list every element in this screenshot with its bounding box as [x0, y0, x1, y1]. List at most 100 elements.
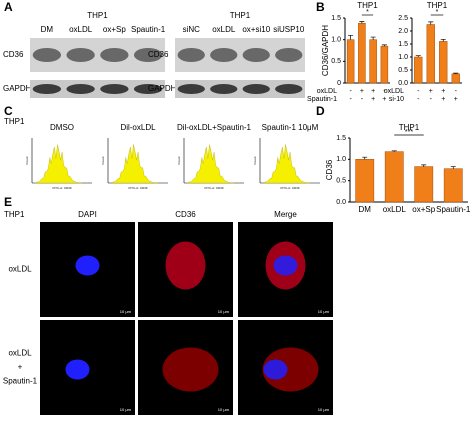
row-label: Spautin-1 [3, 377, 38, 386]
panel-label: B [316, 0, 325, 14]
error-bar [415, 55, 421, 57]
condition-label: Spautin-1 [307, 96, 337, 103]
flow-title: Dil-oxLDL [120, 123, 156, 132]
blot-band [275, 48, 303, 62]
condition-label: oxLDL [317, 88, 337, 95]
blot-band [133, 84, 163, 94]
column-header: Merge [274, 210, 297, 219]
row-label: oxLDL [8, 265, 32, 274]
bar [369, 39, 377, 84]
condition-sign: + [441, 88, 445, 95]
condition-sign: + [429, 88, 433, 95]
scale-label: 10 μm [318, 309, 330, 314]
error-bar [428, 21, 434, 25]
bar [384, 151, 404, 203]
blot-band [177, 84, 205, 94]
panel-label: A [4, 0, 13, 14]
lane-label: ox+si10 [242, 25, 270, 34]
condition-sign: - [417, 88, 420, 95]
error-bar [450, 166, 456, 169]
error-bar [348, 34, 354, 40]
y-tick-label: 1.5 [398, 41, 408, 48]
condition-sign: + [382, 96, 386, 103]
significance: *** [405, 129, 413, 136]
blot-band [242, 48, 270, 62]
flow-x-label: FITC-A: CD36 [204, 186, 223, 190]
scale-label: 10 μm [120, 407, 132, 412]
error-bar [370, 36, 376, 40]
condition-label: oxLDL [384, 88, 404, 95]
x-tick-label: Spautin-1 [436, 205, 471, 214]
blot-band [210, 48, 238, 62]
condition-sign: + [360, 88, 364, 95]
blot-row-label: CD36 [148, 50, 169, 59]
error-bar [381, 44, 387, 47]
chart-title: THP1 [399, 123, 420, 132]
cd36-stain [162, 347, 219, 392]
flow-histogram [35, 144, 83, 184]
panel-label: D [316, 104, 325, 118]
condition-sign: + [371, 88, 375, 95]
flow-y-label: Count [177, 156, 181, 164]
nucleus [65, 359, 90, 380]
blot-row-label: GAPDH [3, 84, 32, 93]
flow-x-label: FITC-A: CD36 [128, 186, 147, 190]
scale-label: 10 μm [120, 309, 132, 314]
error-bar [421, 164, 427, 167]
nucleus [75, 255, 100, 276]
row-label: oxLDL [8, 349, 32, 358]
lane-label: DM [41, 25, 54, 34]
panel-label: C [4, 104, 13, 118]
y-tick-label: 0.0 [398, 80, 408, 87]
bar [414, 56, 423, 84]
y-tick-label: 1.5 [331, 15, 341, 22]
y-tick-label: 0 [337, 80, 341, 87]
blot-title: THP1 [230, 11, 251, 20]
flow-title: Dil-oxLDL+Spautin-1 [177, 123, 252, 132]
flow-histogram [263, 144, 311, 184]
significance: * [366, 9, 369, 16]
blot-band [177, 48, 205, 62]
blot-title: THP1 [87, 11, 108, 20]
scale-label: 10 μm [218, 309, 230, 314]
condition-sign: - [430, 96, 433, 103]
lane-label: Spautin-1 [131, 25, 166, 34]
bar [443, 168, 463, 203]
blot-band [210, 84, 238, 94]
scale-label: 10 μm [318, 407, 330, 412]
row-label: + [18, 363, 23, 372]
y-tick-label: 1.0 [336, 156, 346, 163]
cell-label: THP1 [4, 210, 25, 219]
panel-label: E [4, 195, 12, 209]
y-tick-label: 1.0 [331, 37, 341, 44]
blot-band [100, 48, 129, 62]
y-tick-label: 0.5 [331, 58, 341, 65]
significance: * [436, 9, 439, 16]
y-tick-label: 0.0 [336, 199, 346, 206]
condition-sign: + [441, 96, 445, 103]
y-tick-label: 0.5 [336, 178, 346, 185]
blot-band [275, 84, 303, 94]
blot-row-label: GAPDH [148, 84, 177, 93]
flow-title: Spautin-1 10μM [262, 123, 319, 132]
bar [355, 159, 375, 203]
cd36-stain [262, 347, 319, 392]
condition-sign: - [383, 88, 386, 95]
nucleus [263, 359, 288, 380]
nucleus [273, 255, 298, 276]
condition-sign: - [349, 88, 352, 95]
blot-band [100, 84, 129, 94]
condition-sign: - [455, 88, 458, 95]
y-tick-label: 1.0 [398, 54, 408, 61]
lane-label: ox+Sp [103, 25, 126, 34]
bar [346, 39, 355, 84]
cell-label: THP1 [4, 117, 25, 126]
condition-sign: - [361, 96, 364, 103]
error-bar [359, 21, 365, 24]
lane-label: oxLDL [69, 25, 93, 34]
error-bar [453, 72, 459, 74]
condition-sign: + [371, 96, 375, 103]
y-tick-label: 0.5 [398, 67, 408, 74]
lane-label: siNC [183, 25, 201, 34]
